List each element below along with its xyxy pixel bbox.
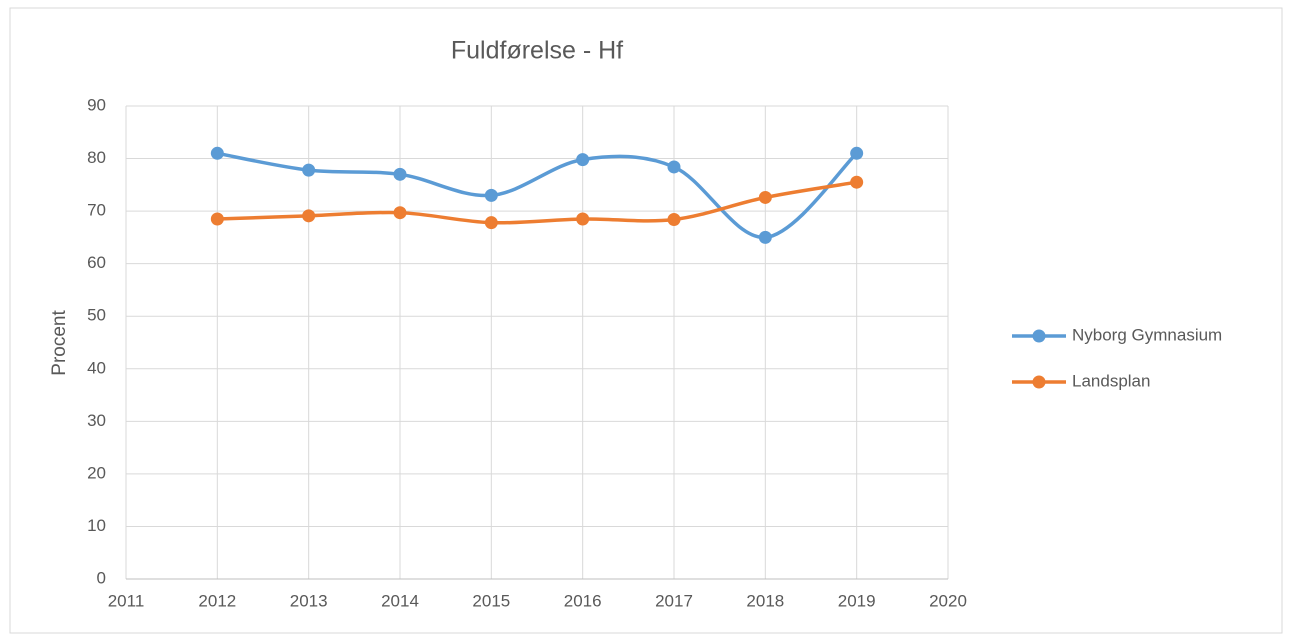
marker: [302, 163, 316, 177]
marker: [210, 212, 224, 226]
marker: [758, 190, 772, 204]
chart-border: [9, 7, 1283, 634]
y-tick-label: 60: [87, 253, 106, 272]
marker: [576, 212, 590, 226]
y-tick-label: 0: [97, 568, 106, 587]
y-tick-label: 50: [87, 306, 106, 325]
marker: [210, 146, 224, 160]
y-tick-label: 90: [87, 95, 106, 114]
marker: [302, 209, 316, 223]
marker: [758, 230, 772, 244]
y-tick-label: 20: [87, 463, 106, 482]
y-tick-label: 70: [87, 201, 106, 220]
x-tick-label: 2017: [655, 591, 693, 610]
marker: [484, 188, 498, 202]
legend-label: Nyborg Gymnasium: [1072, 325, 1222, 344]
marker: [484, 216, 498, 230]
y-tick-label: 10: [87, 516, 106, 535]
x-tick-label: 2018: [746, 591, 784, 610]
marker: [393, 206, 407, 220]
x-tick-label: 2011: [108, 591, 145, 610]
legend-marker: [1032, 329, 1046, 343]
marker: [667, 213, 681, 227]
x-tick-label: 2012: [198, 591, 236, 610]
x-tick-label: 2019: [838, 591, 876, 610]
marker: [393, 167, 407, 181]
marker: [850, 175, 864, 189]
x-tick-label: 2020: [929, 591, 967, 610]
y-tick-label: 40: [87, 358, 106, 377]
x-tick-label: 2016: [564, 591, 602, 610]
marker: [850, 146, 864, 160]
x-tick-label: 2013: [290, 591, 328, 610]
legend-marker: [1032, 375, 1046, 389]
marker: [667, 160, 681, 174]
x-tick-label: 2014: [381, 591, 419, 610]
legend-label: Landsplan: [1072, 371, 1150, 390]
marker: [576, 153, 590, 167]
chart-title: Fuldførelse - Hf: [451, 37, 623, 65]
x-tick-label: 2015: [472, 591, 510, 610]
y-tick-label: 30: [87, 411, 106, 430]
y-tick-label: 80: [87, 148, 106, 167]
series-line: [217, 180, 857, 225]
y-axis-label: Procent: [49, 310, 70, 376]
